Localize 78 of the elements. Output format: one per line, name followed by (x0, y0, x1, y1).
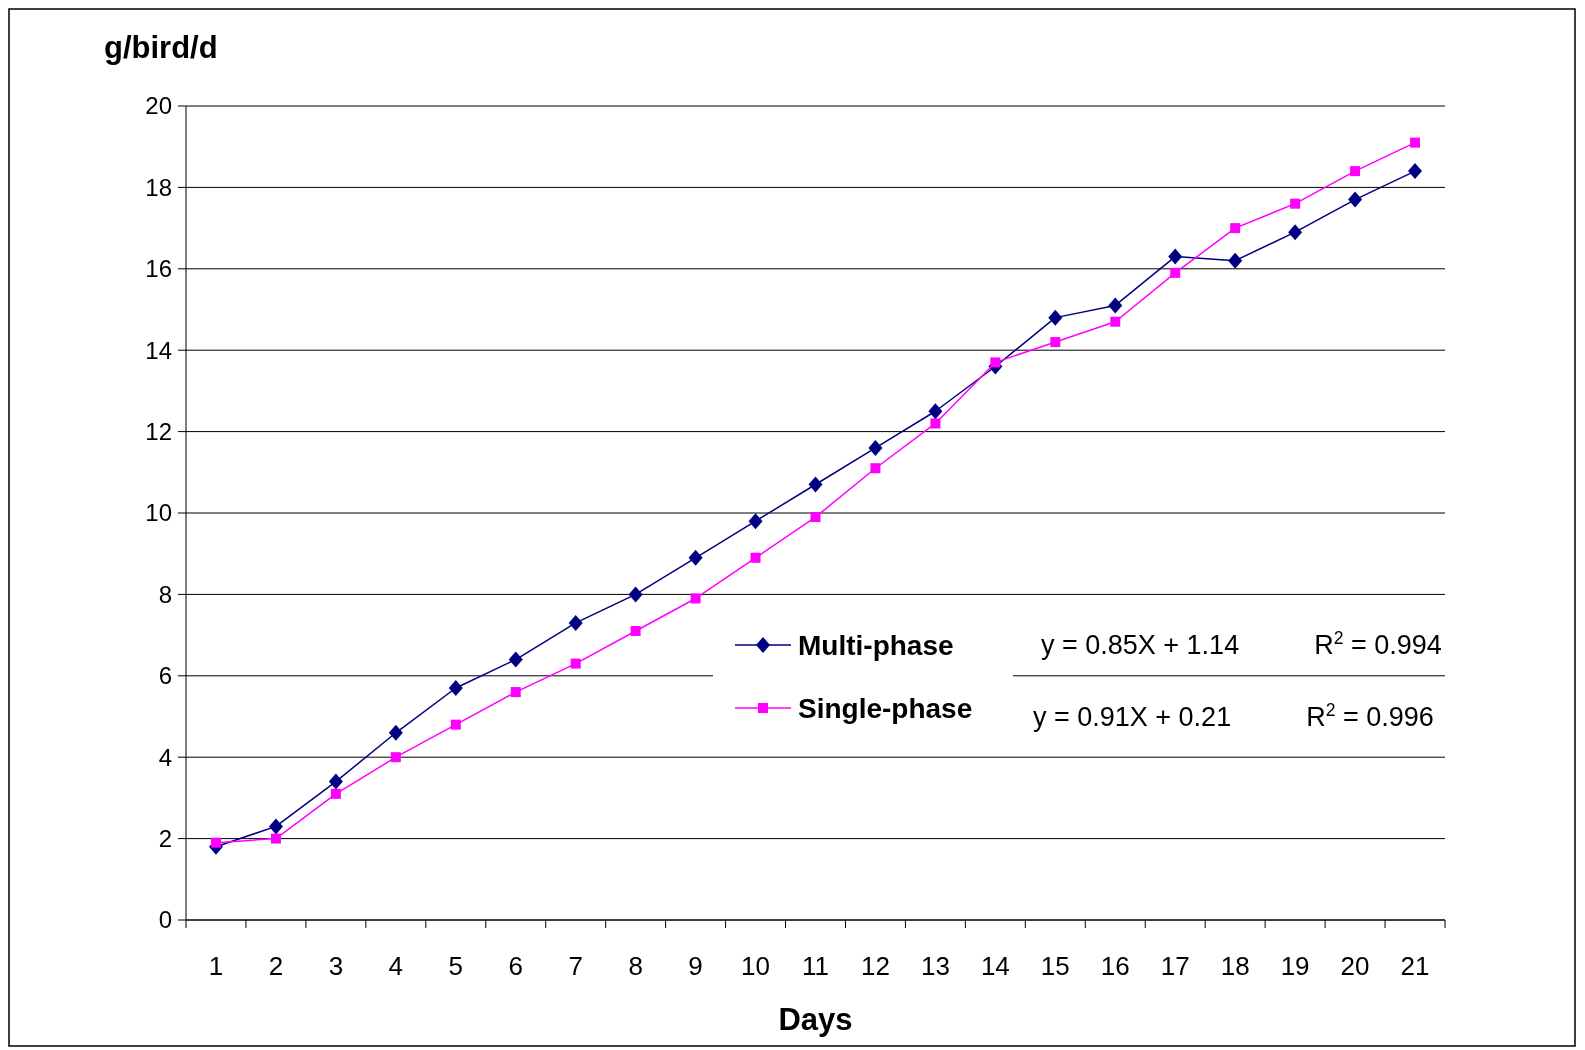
y-tick-label: 12 (145, 418, 172, 445)
x-tick-label: 14 (980, 951, 1010, 981)
point (1290, 198, 1301, 209)
point (690, 593, 701, 604)
point (748, 513, 763, 530)
point (868, 439, 883, 456)
y-tick-label: 8 (158, 580, 172, 608)
point (568, 614, 583, 631)
point (990, 357, 1001, 368)
point (1288, 224, 1303, 241)
point (1110, 316, 1121, 327)
x-tick-label: 3 (328, 951, 344, 981)
point (1108, 297, 1123, 314)
x-tick-label: 20 (1340, 951, 1370, 981)
legend-label: Single-phase (798, 692, 973, 724)
y-tick-label: 4 (158, 743, 172, 771)
y-tick-label: 14 (145, 336, 172, 364)
point (930, 418, 941, 429)
x-tick-label: 5 (448, 951, 464, 981)
y-tick-label: 6 (158, 662, 172, 690)
point (448, 680, 463, 697)
point (1048, 309, 1063, 326)
x-tick-label: 4 (388, 951, 404, 981)
annotation: y = 0.85X + 1.14 R$^{2}$ = 0.994 (1041, 628, 1442, 661)
legend-label: Multi-phase (798, 629, 954, 661)
x-tick-label: 7 (568, 951, 583, 981)
point (390, 752, 401, 763)
point (750, 552, 761, 563)
point (928, 403, 943, 420)
point (810, 512, 821, 523)
x-tick-label: 21 (1400, 951, 1430, 981)
point (1408, 163, 1423, 180)
x-tick-label: 8 (628, 951, 643, 981)
x-tick-label: 16 (1100, 951, 1130, 981)
x-tick-label: 9 (688, 951, 703, 981)
point (268, 818, 283, 835)
x-tick-label: 18 (1220, 951, 1250, 981)
y-axis-title: g/bird/d (104, 30, 218, 65)
point (210, 837, 221, 848)
y-tick-label: 0 (158, 906, 172, 934)
point (510, 687, 521, 698)
point (1168, 248, 1183, 265)
point (1228, 252, 1243, 269)
point (688, 549, 703, 566)
point (508, 651, 523, 668)
point (870, 463, 881, 474)
y-tick-label: 2 (158, 825, 172, 852)
point (1170, 267, 1181, 278)
annotation: y = 0.91X + 0.21 R$^{2}$ = 0.996 (1033, 700, 1434, 733)
y-tick-label: 20 (145, 92, 172, 120)
y-tick-label: 10 (145, 499, 172, 527)
x-tick-label: 15 (1040, 951, 1070, 981)
x-axis-title: Days (778, 1002, 853, 1037)
point (328, 773, 343, 790)
point (1350, 166, 1361, 177)
x-tick-label: 11 (802, 951, 829, 981)
x-tick-label: 19 (1280, 951, 1310, 981)
x-tick-label: 12 (860, 951, 890, 981)
point (808, 476, 823, 493)
x-tick-label: 10 (741, 951, 771, 981)
point (628, 586, 643, 603)
point (1050, 337, 1061, 348)
point (388, 724, 403, 741)
point (450, 719, 461, 730)
x-tick-label: 13 (920, 951, 950, 981)
x-tick-label: 17 (1160, 951, 1190, 981)
point (570, 658, 581, 669)
x-tick-label: 2 (268, 951, 284, 981)
x-tick-label: 6 (508, 951, 523, 981)
point (1348, 191, 1363, 208)
point (270, 833, 281, 844)
point (1230, 223, 1241, 234)
point (1410, 137, 1421, 148)
x-tick-label: 1 (208, 951, 224, 981)
y-tick-label: 16 (145, 255, 172, 283)
y-tick-label: 18 (145, 173, 172, 201)
point (330, 788, 341, 799)
point (630, 626, 641, 637)
